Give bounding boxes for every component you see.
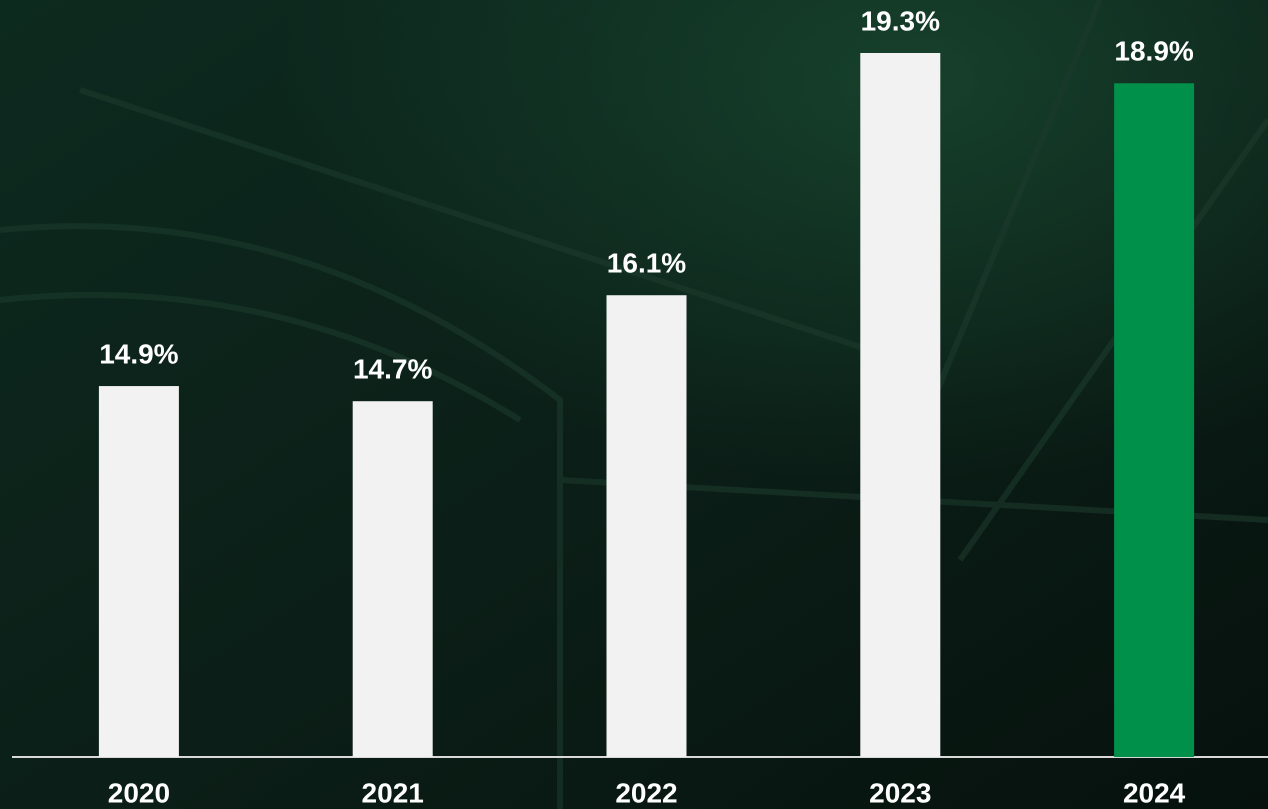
data-label: 16.1%	[607, 248, 686, 279]
bar	[606, 295, 687, 757]
bar	[98, 386, 179, 757]
x-tick-label: 2023	[869, 777, 931, 808]
data-label: 19.3%	[861, 5, 940, 36]
bar	[352, 401, 433, 757]
x-tick-label: 2022	[615, 777, 677, 808]
x-tick-label: 2020	[108, 777, 170, 808]
data-label: 14.9%	[99, 338, 178, 369]
x-tick-label: 2024	[1123, 777, 1186, 808]
bar	[1114, 83, 1195, 757]
x-tick-label: 2021	[362, 777, 424, 808]
data-label: 14.7%	[353, 354, 432, 385]
bar	[860, 52, 941, 758]
data-label: 18.9%	[1114, 36, 1193, 67]
